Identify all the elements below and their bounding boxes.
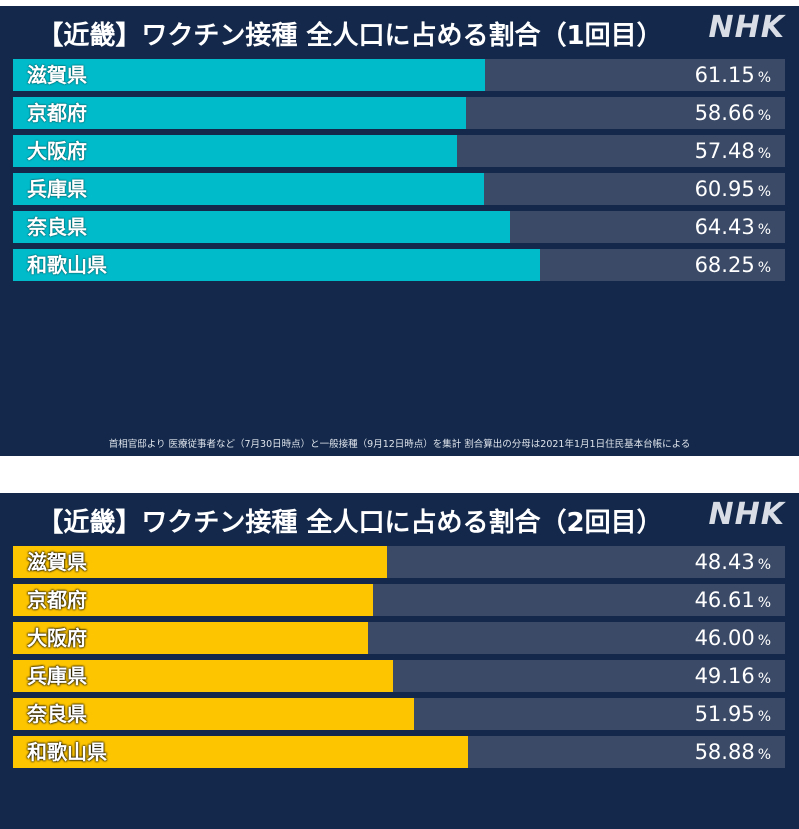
category-label: 奈良県 (27, 215, 87, 239)
value-label: 58.88% (695, 736, 771, 771)
source-footnote: 首相官邸より 医療従事者など（7月30日時点）と一般接種（9月12日時点）を集計… (108, 439, 691, 450)
value-label: 58.66% (695, 97, 771, 132)
value-unit: % (757, 108, 771, 124)
category-label: 滋賀県 (27, 550, 87, 574)
bar (13, 736, 468, 768)
chart-title: 【近畿】ワクチン接種 全人口に占める割合（1回目） (37, 21, 663, 51)
bar (13, 622, 369, 654)
value-unit: % (757, 671, 771, 687)
value-number: 46.00 (694, 626, 755, 650)
second-dose-chart-panel: 【近畿】ワクチン接種 全人口に占める割合（2回目） NHK 滋賀県 48.43% 京… (0, 493, 799, 829)
value-number: 61.15 (694, 63, 755, 87)
category-label: 京都府 (27, 588, 87, 612)
value-unit: % (757, 747, 771, 763)
value-number: 60.95 (694, 177, 755, 201)
value-label: 49.16% (695, 660, 771, 695)
value-label: 46.00% (695, 622, 771, 657)
value-number: 46.61 (694, 588, 755, 612)
value-label: 60.95% (695, 173, 771, 208)
bar (13, 546, 387, 578)
bar (13, 211, 511, 243)
value-label: 57.48% (695, 135, 771, 170)
bar-row: 大阪府 57.48% (13, 135, 785, 167)
value-label: 64.43% (695, 211, 771, 246)
bar (13, 173, 484, 205)
bar (13, 59, 486, 91)
bar-row: 滋賀県 48.43% (13, 546, 785, 578)
value-number: 49.16 (694, 664, 755, 688)
value-number: 57.48 (694, 139, 755, 163)
bar (13, 698, 415, 730)
value-number: 48.43 (694, 550, 755, 574)
category-label: 兵庫県 (27, 664, 87, 688)
value-label: 51.95% (695, 698, 771, 733)
category-label: 奈良県 (27, 702, 87, 726)
first-dose-chart-panel: 【近畿】ワクチン接種 全人口に占める割合（1回目） NHK 滋賀県 61.15% 京… (0, 6, 799, 456)
value-number: 51.95 (694, 702, 755, 726)
bar (13, 97, 466, 129)
value-unit: % (757, 633, 771, 649)
value-unit: % (757, 557, 771, 573)
value-number: 68.25 (694, 253, 755, 277)
category-label: 和歌山県 (27, 740, 107, 764)
bar-row: 兵庫県 49.16% (13, 660, 785, 692)
bar-row: 奈良県 64.43% (13, 211, 785, 243)
category-label: 京都府 (27, 101, 87, 125)
bar-row: 兵庫県 60.95% (13, 173, 785, 205)
bar-row: 和歌山県 68.25% (13, 249, 785, 281)
bar-row: 京都府 58.66% (13, 97, 785, 129)
bar-row: 滋賀県 61.15% (13, 59, 785, 91)
value-label: 68.25% (695, 249, 771, 284)
value-number: 58.88 (694, 740, 755, 764)
nhk-logo: NHK (708, 10, 785, 45)
bar (13, 584, 373, 616)
value-number: 58.66 (694, 101, 755, 125)
value-label: 46.61% (695, 584, 771, 619)
value-label: 48.43% (695, 546, 771, 581)
bar (13, 660, 393, 692)
bar (13, 249, 540, 281)
category-label: 兵庫県 (27, 177, 87, 201)
value-unit: % (757, 70, 771, 86)
value-unit: % (757, 222, 771, 238)
value-unit: % (757, 146, 771, 162)
value-unit: % (757, 184, 771, 200)
bar-row: 和歌山県 58.88% (13, 736, 785, 768)
bar (13, 135, 457, 167)
bar-row: 京都府 46.61% (13, 584, 785, 616)
category-label: 大阪府 (27, 626, 87, 650)
category-label: 大阪府 (27, 139, 87, 163)
chart-title: 【近畿】ワクチン接種 全人口に占める割合（2回目） (37, 508, 663, 538)
value-unit: % (757, 595, 771, 611)
value-unit: % (757, 709, 771, 725)
bar-row: 大阪府 46.00% (13, 622, 785, 654)
value-label: 61.15% (695, 59, 771, 94)
bar-row: 奈良県 51.95% (13, 698, 785, 730)
value-unit: % (757, 260, 771, 276)
category-label: 和歌山県 (27, 253, 107, 277)
nhk-logo: NHK (708, 497, 785, 532)
value-number: 64.43 (694, 215, 755, 239)
category-label: 滋賀県 (27, 63, 87, 87)
